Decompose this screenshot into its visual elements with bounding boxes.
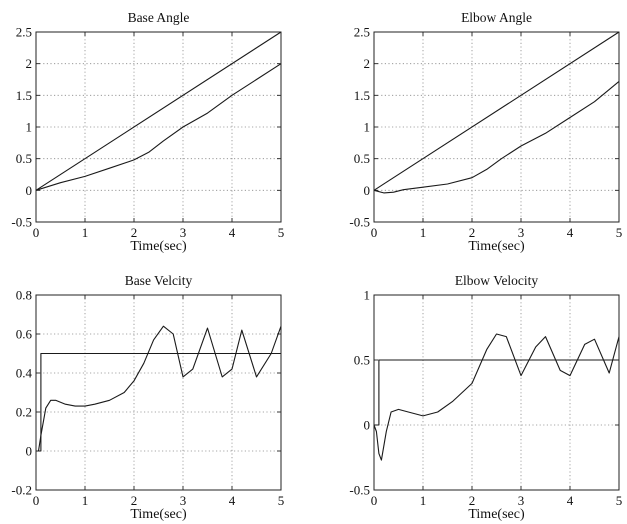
y-tick-label: 0.8: [16, 288, 32, 303]
y-tick-label: 1: [364, 120, 371, 135]
y-tick-label: 1: [26, 120, 33, 135]
x-tick-label: 4: [229, 225, 236, 240]
x-tick-label: 5: [616, 493, 623, 508]
x-tick-label: 0: [371, 225, 378, 240]
x-tick-label: 1: [82, 493, 89, 508]
axes-frame: [35, 294, 282, 491]
y-tick-label: 0.5: [354, 151, 370, 166]
y-tick-label: -0.5: [349, 483, 370, 498]
series-line-1: [35, 31, 282, 191]
x-axis-label: Time(sec): [130, 507, 187, 522]
y-tick-label: -0.2: [11, 483, 32, 498]
x-axis-label: Time(sec): [468, 239, 525, 254]
x-tick-label: 5: [278, 225, 285, 240]
x-tick-label: 1: [420, 493, 427, 508]
x-tick-label: 4: [567, 493, 574, 508]
x-tick-label: 2: [469, 493, 476, 508]
plot-area: [36, 295, 281, 490]
x-tick-label: 5: [278, 493, 285, 508]
x-tick-label: 0: [33, 225, 40, 240]
series-line-2: [373, 333, 620, 461]
axes-frame: [373, 31, 620, 223]
x-tick-label: 3: [180, 493, 187, 508]
y-tick-label: 0.5: [354, 353, 370, 368]
x-tick-label: 2: [469, 225, 476, 240]
axes-frame: [373, 294, 620, 491]
series-line-2: [373, 80, 620, 194]
x-tick-label: 4: [567, 225, 574, 240]
x-tick-label: 3: [180, 225, 187, 240]
y-tick-label: -0.5: [11, 215, 32, 230]
y-tick-label: 0: [364, 183, 371, 198]
chart-title: Elbow Velocity: [455, 273, 539, 288]
series-line-1: [374, 359, 619, 426]
x-tick-label: 2: [131, 493, 138, 508]
y-tick-label: 1.5: [354, 88, 370, 103]
y-tick-label: 2: [26, 56, 33, 71]
y-tick-label: 1: [364, 288, 371, 303]
series-line-1: [373, 31, 620, 191]
x-tick-label: 4: [229, 493, 236, 508]
x-tick-label: 0: [33, 493, 40, 508]
y-tick-label: -0.5: [349, 215, 370, 230]
chart-title: Base Velcity: [125, 273, 193, 288]
y-tick-label: 2.5: [16, 25, 32, 40]
x-tick-label: 3: [518, 225, 525, 240]
y-tick-label: 0: [364, 418, 371, 433]
series-line-2: [35, 63, 282, 191]
x-tick-label: 2: [131, 225, 138, 240]
x-tick-label: 3: [518, 493, 525, 508]
series-line-2: [36, 325, 282, 452]
x-tick-label: 1: [420, 225, 427, 240]
y-tick-label: 0.2: [16, 405, 32, 420]
chart-title: Elbow Angle: [461, 10, 532, 25]
x-axis-label: Time(sec): [468, 507, 525, 522]
y-tick-label: 0: [26, 444, 33, 459]
y-tick-label: 0.6: [16, 327, 33, 342]
y-tick-label: 2.5: [354, 25, 370, 40]
x-tick-label: 0: [371, 493, 378, 508]
y-tick-label: 0.5: [16, 151, 32, 166]
y-tick-label: 0: [26, 183, 33, 198]
plot-area: [374, 295, 619, 490]
y-tick-label: 0.4: [16, 366, 33, 381]
y-tick-label: 2: [364, 56, 371, 71]
axes-frame: [35, 31, 282, 223]
y-tick-label: 1.5: [16, 88, 32, 103]
x-tick-label: 5: [616, 225, 623, 240]
chart-title: Base Angle: [128, 10, 190, 25]
x-tick-label: 1: [82, 225, 89, 240]
x-axis-label: Time(sec): [130, 239, 187, 254]
